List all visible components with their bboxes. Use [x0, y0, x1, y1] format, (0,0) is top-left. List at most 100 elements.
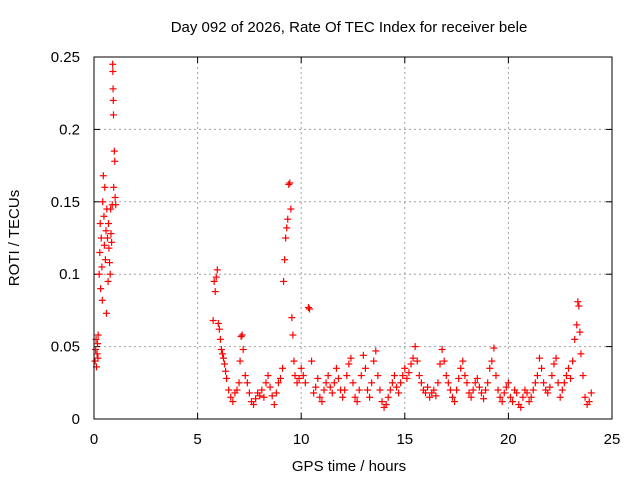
data-point — [287, 205, 295, 213]
data-point — [288, 314, 296, 322]
data-point — [376, 386, 384, 394]
data-point — [422, 389, 430, 397]
data-point — [368, 379, 376, 387]
data-point — [324, 372, 332, 380]
data-point — [351, 393, 359, 401]
data-point — [105, 220, 113, 228]
data-point — [111, 193, 119, 201]
data-point — [457, 364, 465, 372]
data-point — [353, 398, 361, 406]
data-point — [386, 386, 394, 394]
data-point — [347, 354, 355, 362]
data-point — [284, 215, 292, 223]
data-point — [492, 372, 500, 380]
data-point — [388, 379, 396, 387]
data-point — [216, 335, 224, 343]
data-point — [546, 383, 554, 391]
data-point — [112, 201, 120, 209]
data-point — [322, 379, 330, 387]
data-point — [100, 212, 108, 220]
data-point — [538, 364, 546, 372]
data-point — [99, 172, 107, 180]
data-point — [384, 393, 392, 401]
data-point — [108, 238, 116, 246]
data-point — [397, 379, 405, 387]
data-point — [577, 350, 585, 358]
data-point — [473, 374, 481, 382]
data-point — [106, 259, 114, 267]
data-point — [453, 386, 461, 394]
data-point — [390, 372, 398, 380]
data-point — [417, 379, 425, 387]
data-point — [280, 277, 288, 285]
data-point — [94, 354, 102, 362]
data-point — [243, 379, 251, 387]
data-point — [486, 364, 494, 372]
data-point — [442, 372, 450, 380]
data-point — [293, 379, 301, 387]
data-point — [260, 393, 268, 401]
data-point — [109, 85, 117, 93]
data-point — [477, 389, 485, 397]
data-point — [415, 372, 423, 380]
data-point — [97, 234, 105, 242]
data-point — [217, 345, 225, 353]
data-point — [506, 393, 514, 401]
data-point — [361, 364, 369, 372]
data-point — [285, 180, 293, 188]
data-point — [274, 379, 282, 387]
data-point — [364, 386, 372, 394]
data-point — [264, 372, 272, 380]
data-point — [554, 379, 562, 387]
data-point — [289, 331, 297, 339]
data-point — [504, 379, 512, 387]
data-point — [444, 379, 452, 387]
data-point — [252, 395, 260, 403]
data-point — [395, 389, 403, 397]
y-tick-label: 0 — [72, 411, 80, 428]
data-point — [475, 383, 483, 391]
x-tick-label: 15 — [396, 431, 413, 448]
data-point — [110, 183, 118, 191]
data-point — [220, 354, 227, 362]
x-tick-label: 20 — [500, 431, 517, 448]
data-point — [513, 389, 521, 397]
data-point — [482, 386, 490, 394]
data-point — [366, 393, 374, 401]
data-point — [455, 374, 463, 382]
data-point — [550, 360, 558, 368]
data-point — [100, 241, 108, 249]
data-point — [430, 386, 438, 394]
data-point — [283, 224, 291, 232]
data-point — [310, 389, 318, 397]
data-point — [574, 298, 582, 306]
data-point — [448, 393, 456, 401]
data-point — [345, 360, 353, 368]
data-point — [393, 383, 401, 391]
data-point — [107, 205, 115, 213]
data-point — [276, 374, 284, 382]
data-point — [399, 372, 407, 380]
data-point — [109, 111, 117, 119]
x-tick-label: 10 — [293, 431, 310, 448]
y-tick-label: 0.1 — [59, 266, 80, 283]
data-point — [92, 345, 100, 353]
data-point — [446, 386, 454, 394]
data-point — [266, 383, 274, 391]
data-point — [214, 319, 222, 327]
data-point — [355, 386, 363, 394]
data-point — [465, 389, 473, 397]
data-point — [339, 393, 347, 401]
data-point — [213, 266, 221, 274]
data-point — [372, 347, 380, 355]
data-point — [96, 248, 104, 256]
data-point — [490, 344, 498, 352]
data-point — [301, 379, 309, 387]
y-tick-label: 0.15 — [51, 194, 80, 211]
data-point — [540, 379, 548, 387]
data-point — [279, 364, 287, 372]
data-point — [95, 270, 103, 278]
grid-lines — [94, 57, 612, 419]
data-point — [109, 67, 117, 75]
data-point — [291, 372, 299, 380]
